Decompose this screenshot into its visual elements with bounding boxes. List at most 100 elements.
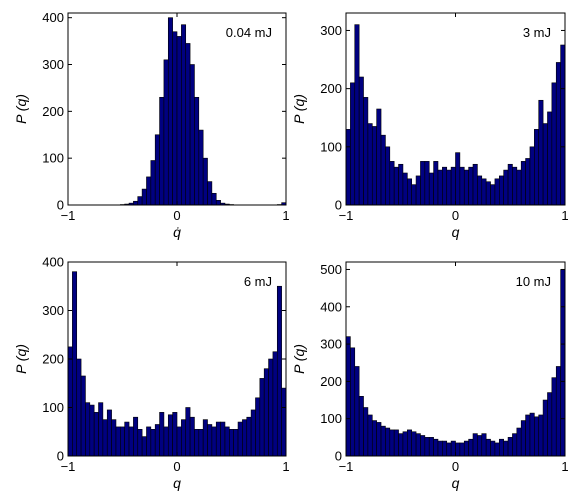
histogram-bar (433, 438, 439, 457)
histogram-bar (551, 377, 557, 457)
histogram-bar (516, 427, 522, 457)
y-axis-label: P (q) (13, 94, 29, 124)
y-tick-label: 100 (320, 411, 342, 426)
x-axis-label: q̇ (173, 224, 181, 240)
histogram-bar (442, 166, 448, 206)
histogram-bar (420, 161, 426, 206)
y-tick-label: 300 (42, 303, 64, 318)
histogram-bar (437, 169, 443, 206)
histogram-bar (459, 166, 465, 206)
histogram-bar (542, 399, 548, 457)
histogram-bar (102, 419, 108, 457)
histogram-bar (124, 421, 130, 457)
histogram-bar (198, 129, 204, 206)
histogram-bar (433, 161, 439, 206)
histogram-bar (555, 366, 561, 457)
histogram-bar (560, 269, 566, 457)
histogram-bar (542, 123, 548, 206)
x-axis-label: q (173, 475, 181, 491)
histogram-bar (194, 429, 200, 457)
histogram-bar (268, 358, 274, 457)
histogram-bar (354, 366, 360, 457)
x-axis-label: q (452, 475, 460, 491)
histogram-bar (385, 146, 391, 206)
x-tick-label: 0 (452, 459, 459, 474)
histogram-bar (415, 433, 421, 457)
y-tick-label: 100 (42, 151, 64, 166)
histogram-bar (376, 108, 382, 206)
histogram-bar (185, 43, 191, 206)
histogram-bar (67, 346, 73, 457)
histogram-bar (450, 166, 456, 206)
histogram-bar (215, 421, 221, 457)
x-tick-label: −1 (339, 459, 354, 474)
histogram-bar (411, 184, 417, 206)
histogram-bar (538, 414, 544, 457)
histogram-bar (472, 433, 478, 457)
histogram-bar (272, 351, 278, 457)
y-axis-label: P (q) (291, 344, 307, 374)
histogram-bar (376, 422, 382, 457)
histogram-bar (72, 271, 78, 457)
histogram-bar (215, 200, 221, 206)
histogram-bar (350, 82, 356, 206)
histogram-bar (555, 62, 561, 206)
histogram-bar (76, 358, 82, 457)
histogram-bar (276, 285, 282, 457)
histogram-bar (455, 442, 461, 457)
histogram-bar (455, 152, 461, 206)
histogram-bar (194, 96, 200, 206)
histogram-bar (167, 414, 173, 457)
histogram-bar (407, 178, 413, 206)
histogram-bar (172, 412, 178, 457)
histogram-bar (411, 431, 417, 457)
histogram-bar (154, 134, 160, 206)
histogram-bar (115, 426, 121, 457)
histogram-bar (437, 440, 443, 457)
x-axis-label: q (452, 224, 460, 240)
histogram-bar (133, 200, 139, 206)
histogram-bar (477, 435, 483, 457)
y-tick-label: 500 (320, 262, 342, 277)
histogram-bar (393, 166, 399, 206)
histogram-bar (198, 429, 204, 457)
histogram-bar (146, 176, 152, 206)
histogram-bar (393, 429, 399, 457)
histogram-bar (529, 146, 535, 206)
histogram-bar (389, 161, 395, 206)
histogram-bar (420, 435, 426, 457)
histogram-bar (507, 163, 513, 206)
histogram-bar (141, 188, 147, 206)
y-tick-label: 400 (42, 10, 64, 25)
y-tick-label: 400 (320, 299, 342, 314)
histogram-bar (246, 416, 252, 457)
histogram-bar (538, 99, 544, 206)
histogram-bar (402, 431, 408, 457)
histogram-bar (428, 437, 434, 457)
histogram-bar (367, 123, 373, 206)
histogram-bar (259, 378, 265, 457)
histogram-bar (207, 424, 213, 457)
histogram-bar (551, 82, 557, 206)
histogram-bar (172, 31, 178, 206)
histogram-bar (463, 169, 469, 206)
y-tick-label: 0 (335, 449, 342, 464)
histogram-bar (525, 414, 531, 457)
histogram-bar (233, 429, 239, 457)
histogram-bar (350, 347, 356, 457)
y-tick-label: 300 (42, 57, 64, 72)
histogram-bar (534, 416, 540, 457)
histogram-bar (133, 416, 139, 457)
histogram-bar (80, 375, 86, 457)
histogram-bar (159, 412, 165, 457)
histogram-bar (380, 134, 386, 206)
histogram-bar (481, 433, 487, 457)
histogram-bar (250, 409, 256, 457)
histogram-bar (363, 97, 369, 206)
histogram-bar (371, 420, 377, 457)
histogram-bar (211, 426, 217, 457)
histogram-bar (207, 181, 213, 206)
histogram-bar (358, 396, 364, 457)
